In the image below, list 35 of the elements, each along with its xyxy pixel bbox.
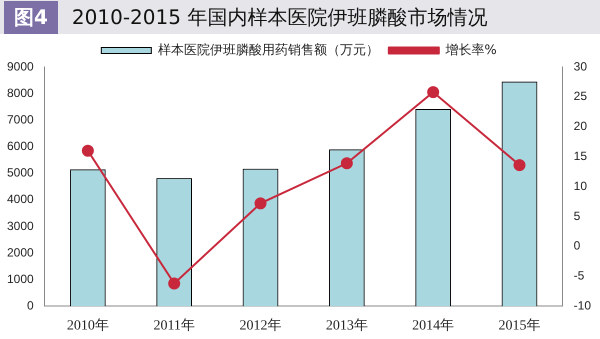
y2-tick-label: 25 [574, 89, 588, 104]
y-tick-label: 2000 [6, 245, 34, 260]
point [168, 277, 180, 290]
legend-label: 样本医院伊班膦酸用药销售额（万元） [158, 42, 379, 58]
y-tick-label: 7000 [6, 112, 34, 126]
x-tick-label: 2011年 [153, 317, 195, 334]
point [254, 197, 267, 210]
y2-tick-label: -10 [574, 298, 592, 313]
y2-tick-label: -5 [574, 268, 585, 283]
point [513, 159, 526, 172]
y-tick-label: 0 [27, 298, 34, 313]
x-tick-label: 2013年 [326, 317, 368, 334]
y2-tick-label: 15 [574, 149, 588, 164]
point [82, 144, 94, 157]
caption: 图4 [4, 0, 58, 34]
point [427, 86, 440, 98]
point [340, 157, 353, 170]
x-tick-label: 2010年 [66, 317, 109, 334]
y-tick-label: 9000 [6, 59, 34, 74]
x-tick-label: 2015年 [498, 317, 540, 334]
y-tick-label: 8000 [6, 86, 34, 100]
y-tick-label: 3000 [6, 218, 34, 233]
x-tick-label: 2012年 [240, 317, 282, 334]
y-tick-label: 5000 [6, 166, 34, 180]
y2-tick-label: 10 [574, 178, 588, 193]
x-tick-label: 2014年 [412, 317, 454, 334]
y-tick-label: 1000 [6, 272, 34, 286]
y2-tick-label: 30 [574, 59, 588, 74]
y2-tick-label: 0 [574, 238, 581, 253]
chart-title: 2010-2015 年国内样本医院伊班膦酸市场情况 [72, 4, 488, 30]
y2-tick-label: 20 [574, 119, 588, 134]
legend-label: 增长率% [444, 42, 497, 58]
y-tick-label: 4000 [6, 192, 34, 206]
y2-tick-label: 5 [574, 208, 581, 223]
y-tick-label: 6000 [6, 139, 34, 154]
